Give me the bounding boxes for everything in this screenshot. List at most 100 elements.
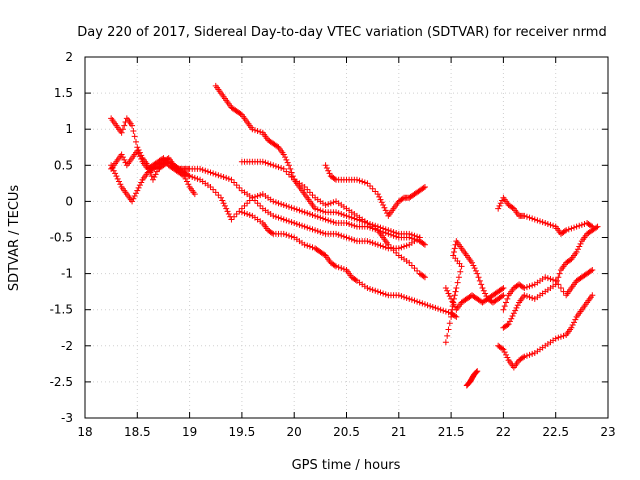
data-point <box>382 244 389 251</box>
data-point <box>144 162 151 169</box>
data-point <box>452 288 459 295</box>
data-point <box>185 181 192 188</box>
data-point <box>293 206 300 213</box>
data-point <box>136 149 143 156</box>
data-point <box>244 200 251 207</box>
data-point <box>452 313 459 320</box>
data-point <box>270 162 277 169</box>
data-point <box>512 307 519 314</box>
data-point <box>119 154 126 161</box>
data-point <box>288 233 295 240</box>
data-point <box>380 243 387 250</box>
data-point <box>312 212 319 219</box>
data-point <box>455 274 462 281</box>
data-point <box>450 301 457 308</box>
data-point <box>416 299 423 306</box>
data-point <box>351 222 358 229</box>
y-tick-label: 1 <box>65 122 73 136</box>
data-point <box>244 211 251 218</box>
data-point <box>509 313 516 320</box>
data-point <box>275 200 282 207</box>
data-point <box>296 221 303 228</box>
data-point <box>323 165 330 172</box>
data-point <box>304 210 311 217</box>
data-point <box>457 268 464 275</box>
data-point <box>393 249 400 256</box>
data-point <box>556 270 563 277</box>
data-point <box>231 213 238 220</box>
data-point <box>589 266 596 273</box>
data-point <box>380 202 387 209</box>
data-point <box>560 288 567 295</box>
data-point <box>217 194 224 201</box>
y-tick-label: -1 <box>61 267 73 281</box>
data-point <box>364 285 371 292</box>
data-point <box>212 189 219 196</box>
data-point <box>521 212 528 219</box>
data-point <box>529 282 536 289</box>
data-point <box>118 151 125 158</box>
data-point <box>207 183 214 190</box>
data-point <box>387 228 394 235</box>
data-point <box>560 332 567 339</box>
data-point <box>283 156 290 163</box>
data-point <box>254 128 261 135</box>
data-point <box>131 192 138 199</box>
data-point <box>374 288 381 295</box>
data-point <box>510 310 517 317</box>
data-point <box>573 223 580 230</box>
data-point <box>406 259 413 266</box>
data-point <box>364 220 371 227</box>
data-point <box>529 350 536 357</box>
data-point <box>228 216 235 223</box>
data-point <box>284 159 291 166</box>
data-point <box>369 185 376 192</box>
data-point <box>225 175 232 182</box>
data-point <box>335 210 342 217</box>
data-point <box>340 233 347 240</box>
x-tick-label: 19 <box>182 425 197 439</box>
data-point <box>372 240 379 247</box>
x-tick-label: 18 <box>77 425 92 439</box>
data-point <box>471 265 478 272</box>
y-axis-label: SDTVAR / TECUs <box>7 185 22 292</box>
data-point <box>283 231 290 238</box>
data-point <box>220 200 227 207</box>
data-point <box>574 246 581 253</box>
data-point <box>112 170 119 177</box>
data-point <box>377 289 384 296</box>
data-point <box>550 222 557 229</box>
y-tick-label: 0.5 <box>54 158 73 172</box>
data-point <box>474 270 481 277</box>
data-point <box>577 240 584 247</box>
data-point <box>374 241 381 248</box>
data-point <box>207 169 214 176</box>
data-point <box>573 248 580 255</box>
data-point <box>246 211 253 218</box>
data-point <box>395 245 402 252</box>
data-point <box>526 283 533 290</box>
x-tick-label: 18.5 <box>124 425 151 439</box>
data-point <box>571 224 578 231</box>
data-point <box>565 226 572 233</box>
data-point <box>138 179 145 186</box>
data-point <box>381 204 388 211</box>
data-point <box>191 191 198 198</box>
data-point <box>377 224 384 231</box>
data-point <box>482 290 489 297</box>
data-point <box>503 351 510 358</box>
y-tick-label: 0 <box>65 194 73 208</box>
data-point <box>421 301 428 308</box>
data-point <box>353 176 360 183</box>
data-point <box>521 285 528 292</box>
data-point <box>220 174 227 181</box>
y-axis: -3 -2.5 -2 -1.5 -1 -0.5 0 0.5 1 1.5 2 <box>50 50 608 425</box>
data-point <box>421 183 428 190</box>
data-point <box>304 186 311 193</box>
data-point <box>446 320 453 327</box>
data-point <box>119 126 126 133</box>
x-tick-label: 19.5 <box>229 425 256 439</box>
data-point <box>356 177 363 184</box>
data-point <box>550 276 557 283</box>
data-point <box>495 205 502 212</box>
